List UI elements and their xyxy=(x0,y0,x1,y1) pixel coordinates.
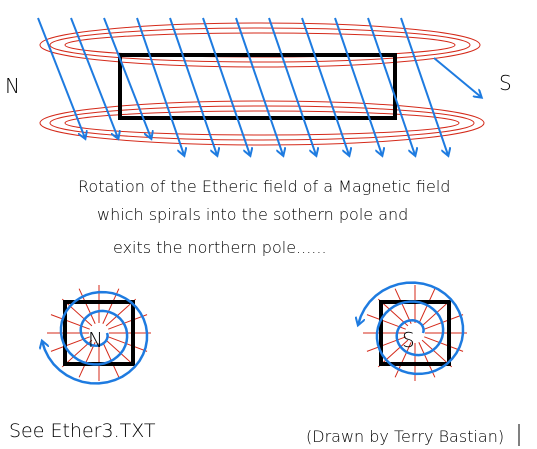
field-rings xyxy=(39,22,485,146)
spoke xyxy=(108,314,148,330)
field-arrow xyxy=(202,17,250,155)
field-arrow xyxy=(169,17,217,155)
north-pole-label: N xyxy=(88,328,103,352)
field-arrow xyxy=(334,17,382,155)
spoke xyxy=(78,342,96,378)
field-arrow xyxy=(367,17,415,155)
spoke xyxy=(50,314,90,330)
spoke xyxy=(108,336,148,352)
field-arrow xyxy=(103,17,151,138)
field-arrow xyxy=(400,17,448,155)
spoke xyxy=(394,288,412,324)
field-arrow xyxy=(433,57,481,97)
caption-line: which spirals into the sothern pole and xyxy=(97,205,408,224)
south-label: S xyxy=(499,71,512,95)
field-arrow xyxy=(301,17,349,155)
spiral xyxy=(358,281,465,376)
magnet xyxy=(118,53,397,120)
spoke xyxy=(424,336,464,352)
field-arrows xyxy=(37,17,481,155)
spoke xyxy=(424,314,464,330)
south-pole-label: S xyxy=(402,328,415,352)
spoke xyxy=(366,336,406,352)
field-arrow xyxy=(37,17,85,138)
south-pole-view: S xyxy=(358,281,467,381)
spiral xyxy=(42,290,149,385)
field-arrow xyxy=(268,17,316,155)
credit: (Drawn by Terry Bastian) xyxy=(306,427,504,446)
caption-line: exits the northern pole...... xyxy=(113,238,327,257)
north-label: N xyxy=(5,74,20,98)
north-pole-view: N xyxy=(42,285,151,385)
field-arrow xyxy=(235,17,283,155)
spoke xyxy=(394,342,412,378)
caption-line: Rotation of the Etheric field of a Magne… xyxy=(78,177,450,196)
field-arrow xyxy=(70,17,118,138)
reference-note: See Ether3.TXT xyxy=(9,420,156,442)
field-arrow xyxy=(136,17,184,155)
spoke xyxy=(78,288,96,324)
